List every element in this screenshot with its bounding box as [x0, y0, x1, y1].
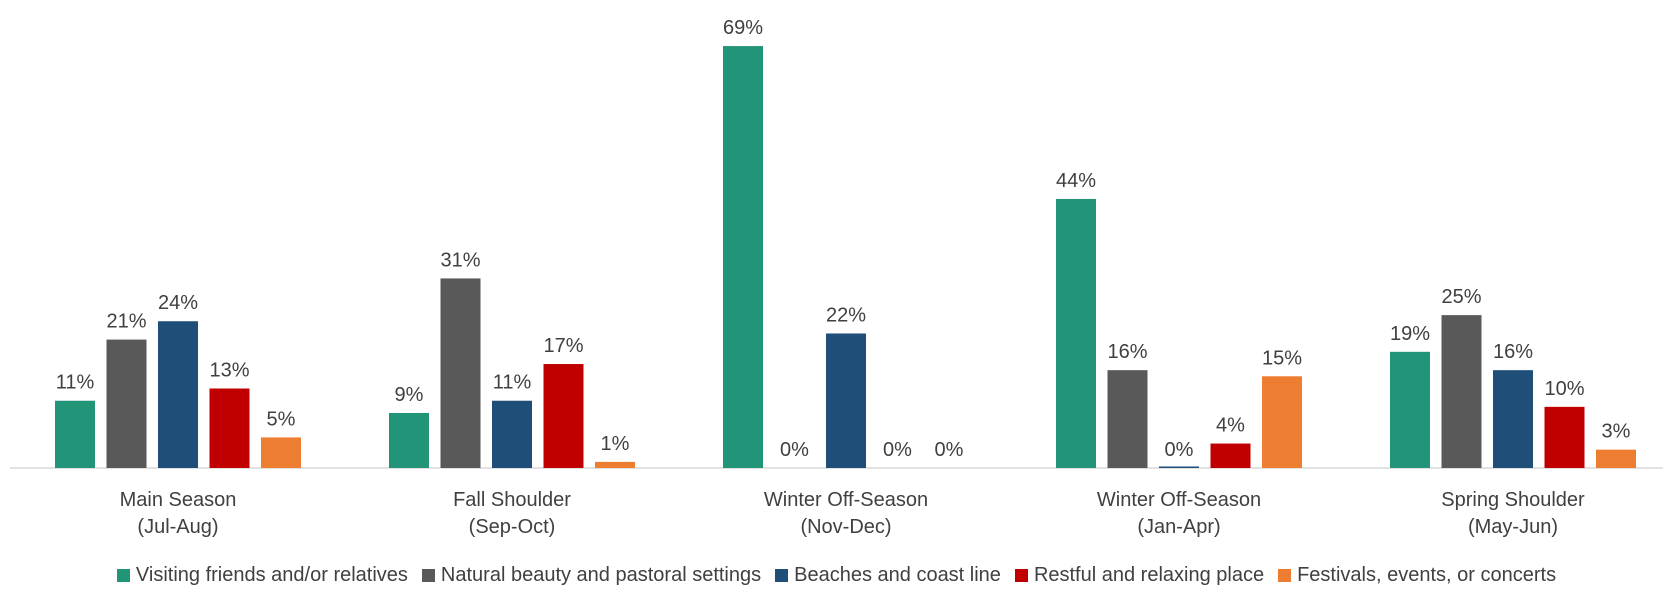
- data-label: 25%: [1441, 286, 1481, 308]
- bar: [209, 388, 250, 468]
- legend-label: Visiting friends and/or relatives: [135, 563, 408, 586]
- legend-swatch: [1014, 568, 1028, 582]
- legend-swatch: [1278, 568, 1292, 582]
- bar: [1390, 351, 1430, 468]
- bar: [723, 46, 763, 468]
- data-label: 17%: [543, 335, 583, 357]
- bar: [158, 321, 198, 468]
- data-label: 5%: [267, 408, 296, 430]
- bar: [1493, 370, 1533, 468]
- data-label: 15%: [1262, 347, 1302, 369]
- legend-item: Visiting friends and/or relatives: [116, 563, 408, 587]
- bar: [543, 364, 584, 468]
- bar: [595, 461, 635, 468]
- legend-item: Restful and relaxing place: [1014, 563, 1265, 587]
- data-label: 0%: [780, 439, 809, 461]
- bar: [261, 437, 301, 468]
- data-label: 11%: [56, 372, 95, 394]
- legend: Visiting friends and/or relatives Natural…: [0, 560, 1673, 590]
- legend-item: Festivals, events, or concerts: [1278, 564, 1556, 587]
- bar: [1262, 376, 1302, 468]
- data-label: 0%: [935, 439, 964, 461]
- category-label: Winter Off-Season: [1097, 489, 1261, 511]
- legend-item: Beaches and coast line: [775, 564, 1001, 587]
- data-label: 10%: [1544, 378, 1584, 400]
- legend-label: Festivals, events, or concerts: [1297, 563, 1557, 586]
- legend-swatch: [775, 568, 789, 582]
- legend-label: Restful and relaxing place: [1033, 563, 1265, 586]
- data-label: 13%: [209, 360, 249, 382]
- data-label: 3%: [1602, 421, 1631, 443]
- data-label: 0%: [1165, 439, 1194, 461]
- legend-item: Natural beauty and pastoral settings: [421, 563, 762, 587]
- data-label: 44%: [1056, 170, 1096, 192]
- bar: [1596, 449, 1636, 468]
- category-label: Spring Shoulder: [1441, 489, 1585, 511]
- data-label: 22%: [826, 304, 866, 326]
- legend-label: Natural beauty and pastoral settings: [440, 563, 762, 586]
- data-label: 16%: [1107, 341, 1147, 363]
- bar: [106, 339, 147, 468]
- category-label: Main Season: [120, 489, 237, 511]
- bar: [1210, 443, 1251, 468]
- bar-chart: 11% 21% 24% 13% 5% Main Season (Jul-Aug) 9% 31% 1…: [10, 17, 1663, 538]
- bar-stub: [1159, 466, 1199, 468]
- data-label: 21%: [106, 311, 146, 333]
- bar: [440, 278, 481, 468]
- data-label: 1%: [601, 433, 630, 455]
- category-label: (Jan-Apr): [1137, 516, 1220, 538]
- legend-swatch: [421, 568, 435, 582]
- category-label: (Nov-Dec): [800, 516, 891, 538]
- category-label: (May-Jun): [1468, 516, 1558, 538]
- category-label: Winter Off-Season: [764, 489, 928, 511]
- category-label: (Jul-Aug): [137, 516, 218, 538]
- data-label: 24%: [158, 292, 198, 314]
- data-label: 69%: [723, 17, 763, 39]
- bar: [492, 400, 532, 468]
- data-label: 4%: [1216, 415, 1245, 437]
- data-label: 9%: [395, 384, 424, 406]
- bar: [1056, 198, 1096, 468]
- legend-swatch: [116, 568, 130, 582]
- data-label: 0%: [883, 439, 912, 461]
- data-label: 31%: [440, 249, 480, 271]
- bar: [1107, 370, 1148, 468]
- data-label: 16%: [1493, 341, 1533, 363]
- legend-label: Beaches and coast line: [794, 563, 1001, 586]
- bar: [389, 412, 429, 468]
- data-label: 11%: [493, 372, 532, 394]
- bar: [55, 400, 95, 468]
- category-label: Fall Shoulder: [453, 489, 571, 511]
- bar: [1441, 315, 1482, 468]
- bar: [1544, 406, 1585, 468]
- data-label: 19%: [1390, 323, 1430, 345]
- bar: [826, 333, 866, 468]
- category-label: (Sep-Oct): [469, 516, 556, 538]
